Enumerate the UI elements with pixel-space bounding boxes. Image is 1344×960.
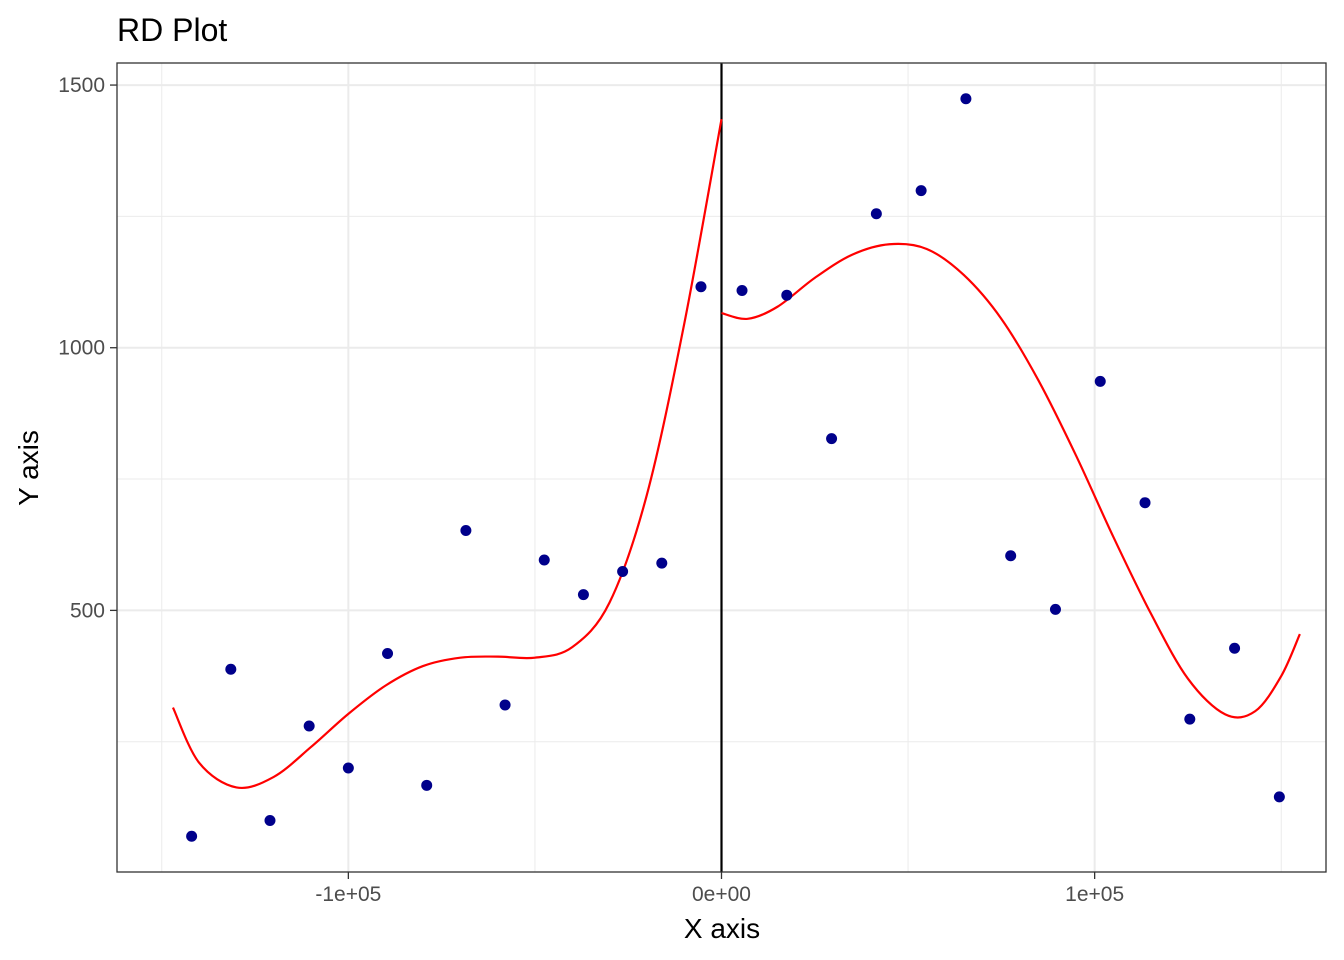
data-point	[617, 566, 629, 578]
fit-curve-left	[171, 119, 723, 790]
axis-ticks: -1e+05 0e+00 1e+05 500 1000 1500	[58, 74, 1124, 906]
data-point	[342, 762, 354, 774]
data-point	[1049, 603, 1061, 615]
data-point	[225, 663, 237, 675]
data-point	[781, 289, 793, 301]
x-tick-label: 0e+00	[692, 883, 751, 906]
y-axis-title: Y axis	[13, 430, 44, 506]
data-point	[382, 647, 394, 659]
data-point	[499, 699, 511, 711]
x-tick-label: 1e+05	[1065, 883, 1124, 906]
data-point	[421, 779, 433, 791]
y-tick-label: 1000	[58, 337, 105, 360]
data-point	[870, 208, 882, 220]
y-tick-label: 500	[70, 599, 105, 622]
data-point	[538, 554, 550, 566]
data-point	[303, 720, 315, 732]
data-point	[186, 830, 198, 842]
fit-curve-right	[721, 242, 1301, 719]
data-point	[826, 433, 838, 445]
data-point	[264, 815, 276, 827]
data-point	[960, 93, 972, 105]
fit-lines	[171, 119, 1301, 790]
data-point	[1139, 497, 1151, 509]
data-point	[656, 557, 668, 569]
data-point	[1184, 713, 1196, 725]
data-point	[1005, 550, 1017, 562]
data-point	[1094, 375, 1106, 387]
data-point	[915, 185, 927, 197]
chart-title: RD Plot	[117, 12, 227, 48]
data-point	[736, 284, 748, 296]
data-points	[186, 93, 1285, 842]
data-point	[695, 281, 707, 293]
data-point	[1273, 791, 1285, 803]
data-point	[460, 525, 472, 537]
y-tick-label: 1500	[58, 74, 105, 97]
data-point	[1229, 642, 1241, 654]
x-tick-label: -1e+05	[315, 883, 381, 906]
x-axis-title: X axis	[684, 913, 760, 944]
data-point	[577, 589, 589, 601]
